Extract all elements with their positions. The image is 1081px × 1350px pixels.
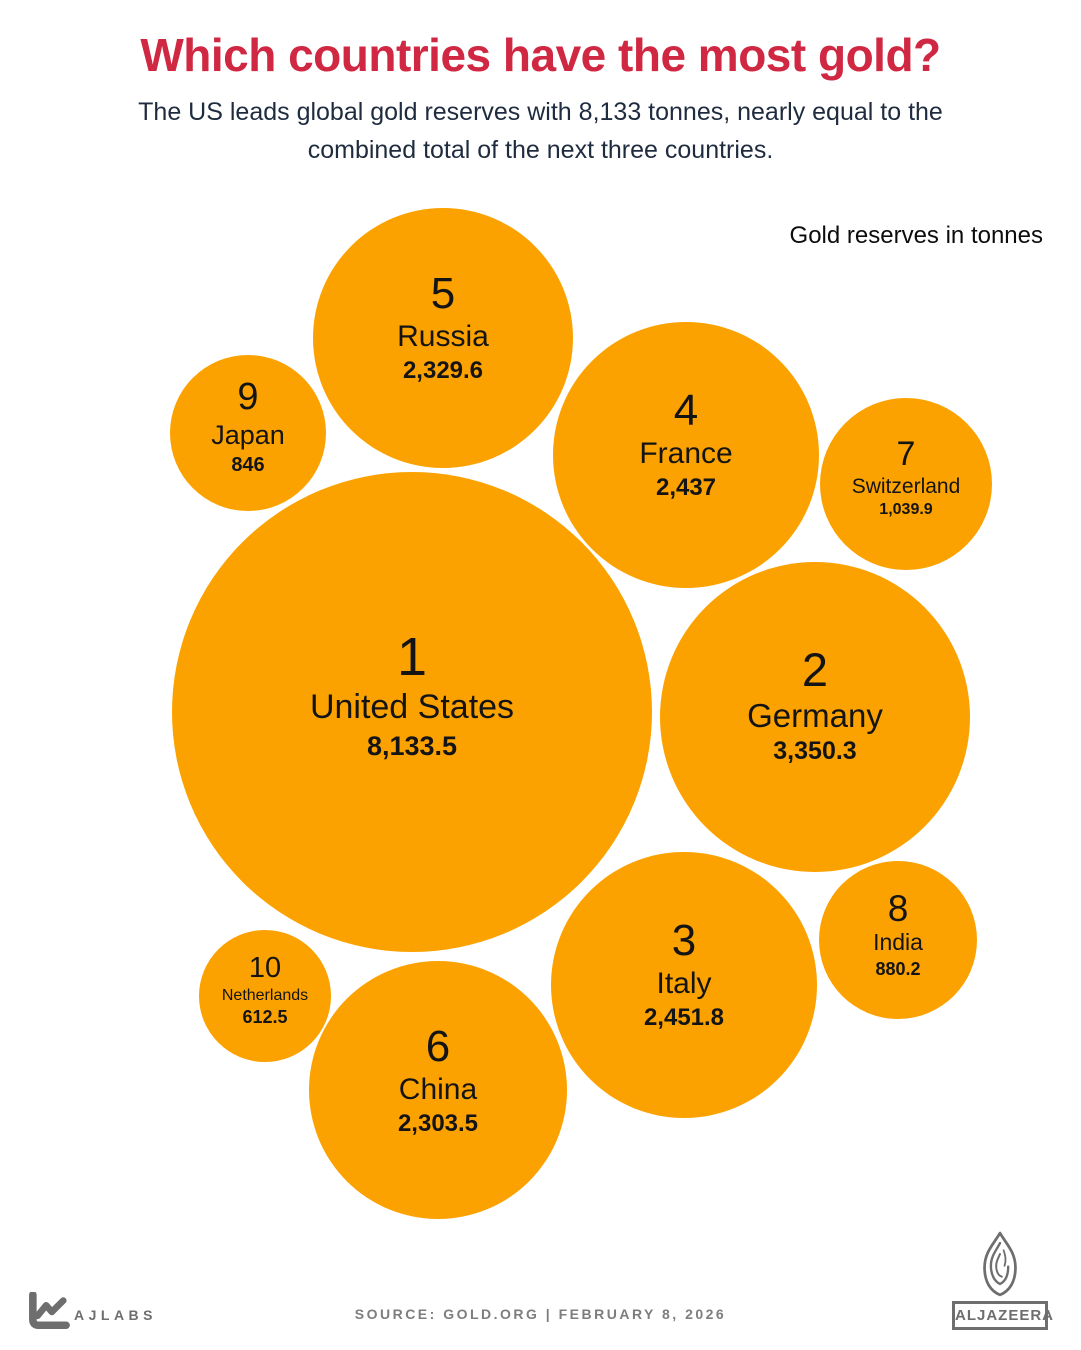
bubble-switzerland: 7 Switzerland 1,039.9 xyxy=(820,398,992,570)
aljazeera-wordmark: ALJAZEERA xyxy=(952,1301,1053,1330)
bubble-rank: 4 xyxy=(673,386,699,436)
bubble-china: 6 China 2,303.5 xyxy=(309,961,567,1219)
aljazeera-logo: ALJAZEERA xyxy=(952,1230,1053,1330)
subtitle-line-2: combined total of the next three countri… xyxy=(307,135,774,164)
bubble-germany: 2 Germany 3,350.3 xyxy=(660,562,970,872)
bubble-rank: 1 xyxy=(396,627,428,688)
subtitle: The US leads global gold reserves with 8… xyxy=(0,94,1081,169)
bubble-value: 2,303.5 xyxy=(397,1109,479,1137)
ajlabs-label: AJLABS xyxy=(74,1307,158,1323)
subtitle-line-1: The US leads global gold reserves with 8… xyxy=(138,98,943,126)
bubble-country: India xyxy=(873,929,923,956)
bubble-country: Italy xyxy=(656,967,712,1001)
bubble-united-states: 1 United States 8,133.5 xyxy=(172,472,652,952)
bubble-italy: 3 Italy 2,451.8 xyxy=(551,852,817,1118)
bubble-country: France xyxy=(639,437,733,471)
bubble-value: 880.2 xyxy=(875,959,921,980)
bubble-value: 2,329.6 xyxy=(402,357,484,385)
bubble-rank: 6 xyxy=(425,1021,451,1071)
bubble-country: Russia xyxy=(397,320,489,354)
line-chart-icon xyxy=(29,1292,70,1330)
bubble-rank: 8 xyxy=(887,887,909,929)
bubble-country: United States xyxy=(309,688,515,727)
units-label: Gold reserves in tonnes xyxy=(789,222,1043,249)
bubble-netherlands: 10 Netherlands 612.5 xyxy=(199,930,331,1062)
bubble-value: 2,451.8 xyxy=(643,1004,725,1032)
bubble-rank: 2 xyxy=(801,642,829,696)
bubble-value: 3,350.3 xyxy=(773,737,857,766)
bubble-country: Japan xyxy=(211,420,285,451)
bubble-value: 8,133.5 xyxy=(366,731,458,762)
bubble-value: 2,437 xyxy=(655,474,717,502)
bubble-country: China xyxy=(398,1072,478,1106)
bubble-rank: 7 xyxy=(896,435,916,474)
bubble-country: Switzerland xyxy=(851,474,961,498)
bubble-value: 612.5 xyxy=(242,1007,288,1028)
ajlabs-logo: AJLABS xyxy=(28,1292,157,1330)
bubble-value: 1,039.9 xyxy=(879,501,933,519)
bubble-country: Germany xyxy=(747,696,883,734)
bubble-value: 846 xyxy=(231,453,265,476)
bubble-russia: 5 Russia 2,329.6 xyxy=(313,208,573,468)
page-title: Which countries have the most gold? xyxy=(140,29,941,81)
bubble-japan: 9 Japan 846 xyxy=(170,355,326,511)
header: Which countries have the most gold? The … xyxy=(0,0,1081,169)
bubble-rank: 9 xyxy=(237,376,259,419)
bubble-rank: 5 xyxy=(430,269,456,319)
bubble-country: Netherlands xyxy=(221,987,309,1005)
source-text: SOURCE: GOLD.ORG | FEBRUARY 8, 2026 xyxy=(354,1306,727,1322)
bubble-rank: 3 xyxy=(671,916,697,966)
bubble-france: 4 France 2,437 xyxy=(553,322,819,588)
bubble-rank: 10 xyxy=(248,952,282,985)
bubble-india: 8 India 880.2 xyxy=(819,861,977,1019)
aljazeera-flame-icon xyxy=(983,1231,1017,1297)
